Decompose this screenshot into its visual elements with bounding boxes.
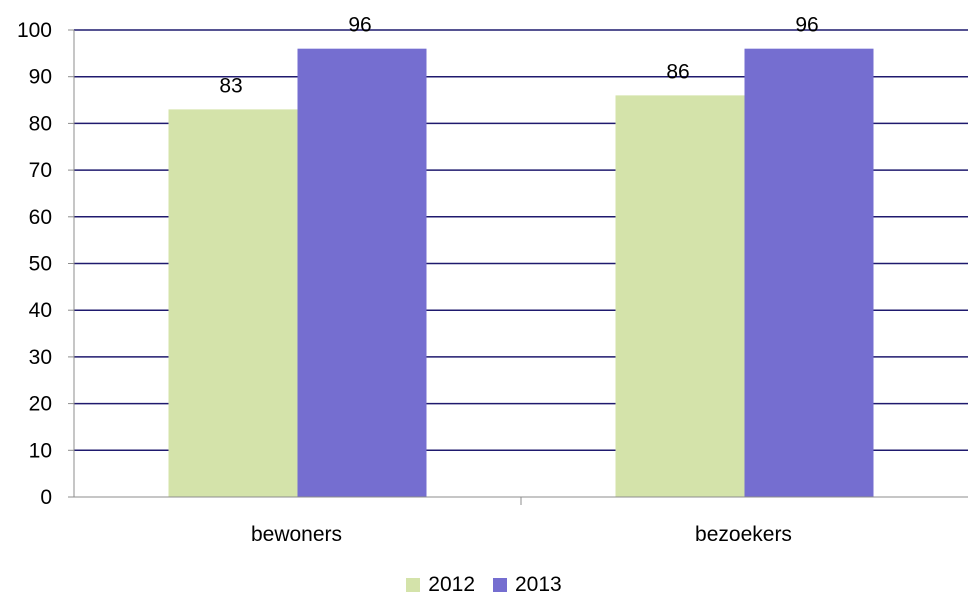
data-label: 96 bbox=[348, 14, 371, 37]
axes bbox=[68, 29, 968, 505]
bar-2012-bewoners bbox=[168, 109, 298, 497]
x-category-label: bezoekers bbox=[695, 523, 792, 546]
labels: 0 10 20 30 40 50 60 70 80 90 100 83 96 bewoners 86 96 be… bbox=[17, 14, 819, 546]
y-tick-label: 90 bbox=[29, 66, 52, 89]
y-tick-label: 60 bbox=[29, 206, 52, 229]
legend-swatch bbox=[493, 578, 507, 592]
legend-swatch bbox=[406, 578, 421, 592]
y-tick-label: 40 bbox=[29, 299, 52, 322]
legend-item: 2013 bbox=[493, 573, 562, 597]
data-label: 86 bbox=[666, 60, 689, 83]
bar-2012-bezoekers bbox=[615, 95, 745, 497]
data-label: 96 bbox=[795, 14, 818, 37]
bars bbox=[168, 48, 874, 498]
y-tick-label: 20 bbox=[29, 393, 52, 416]
y-tick-label: 30 bbox=[29, 346, 52, 369]
y-tick-label: 80 bbox=[29, 112, 52, 135]
y-tick-label: 10 bbox=[29, 439, 52, 462]
y-tick-label: 100 bbox=[17, 19, 52, 42]
legend-label: 2013 bbox=[515, 573, 562, 596]
y-tick-label: 70 bbox=[29, 159, 52, 182]
x-category-label: bewoners bbox=[251, 523, 342, 546]
bar-2013-bezoekers bbox=[744, 48, 874, 498]
legend-label: 2012 bbox=[428, 573, 475, 596]
data-label: 83 bbox=[219, 74, 242, 97]
bar-2013-bewoners bbox=[297, 48, 427, 498]
y-tick-label: 50 bbox=[29, 253, 52, 276]
y-tick-label: 0 bbox=[40, 486, 52, 509]
legend-item: 2012 bbox=[406, 573, 475, 597]
legend: 2012 2013 bbox=[0, 573, 968, 597]
